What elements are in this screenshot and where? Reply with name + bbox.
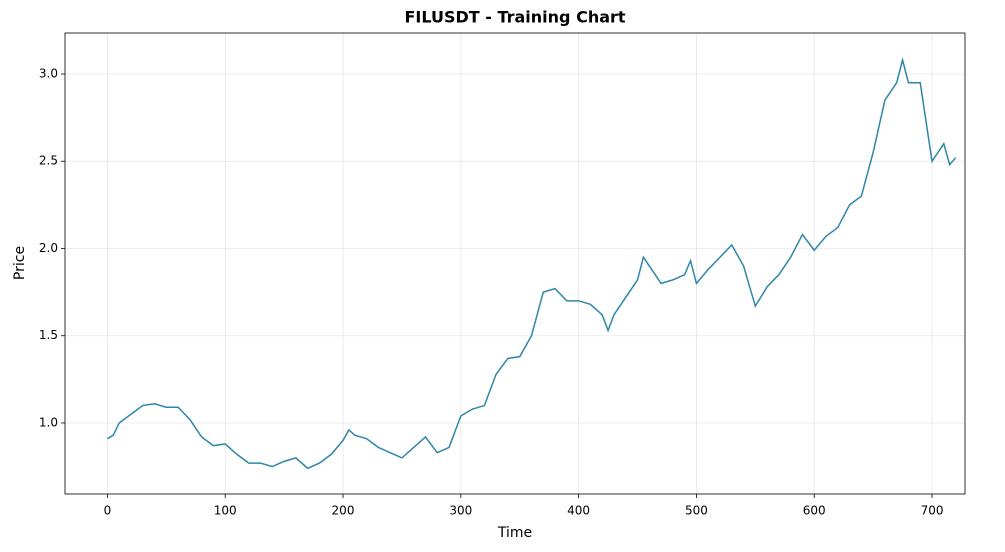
x-tick-label: 600 — [803, 504, 826, 518]
price-line — [107, 57, 957, 470]
chart-title: FILUSDT - Training Chart — [404, 8, 625, 27]
x-tick-label: 200 — [332, 504, 355, 518]
y-tick-label: 1.5 — [39, 328, 58, 342]
x-axis-label: Time — [497, 525, 532, 541]
y-tick-label: 3.0 — [39, 67, 58, 81]
y-tick-label: 2.5 — [39, 154, 58, 168]
y-tick-label: 2.0 — [39, 241, 58, 255]
y-axis-label: Price — [12, 246, 28, 280]
x-tick-label: 100 — [214, 504, 237, 518]
x-tick-label: 0 — [104, 504, 112, 518]
y-tick-label: 1.0 — [39, 415, 58, 429]
x-tick-label: 400 — [567, 504, 590, 518]
x-tick-label: 700 — [921, 504, 944, 518]
plot-frame — [64, 32, 966, 495]
x-tick-label: 300 — [449, 504, 472, 518]
x-tick-label: 500 — [685, 504, 708, 518]
